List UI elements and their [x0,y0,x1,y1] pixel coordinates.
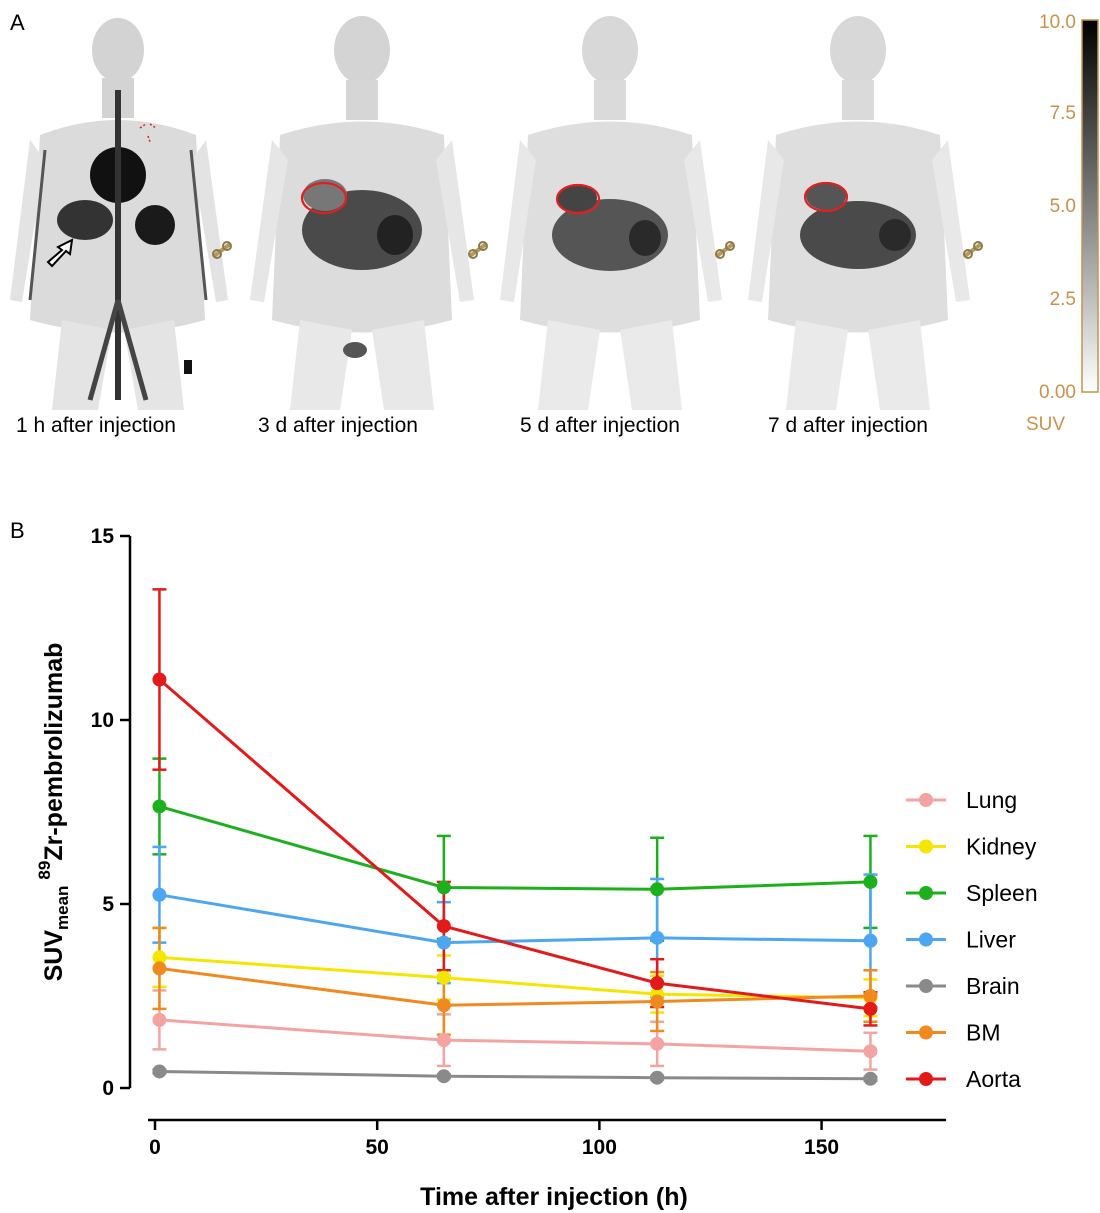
data-point-liver [436,935,451,950]
legend-marker [919,932,933,947]
link-icon [963,241,983,259]
panel-b-letter: B [10,518,25,543]
y-label-rest: Zr-pembrolizumab [40,643,68,861]
panel-a: A [10,10,1099,437]
data-point-liver [650,930,665,945]
data-point-lung [152,1012,167,1027]
series-line-spleen [159,805,871,891]
colorbar-tick: 0.00 [1039,382,1076,403]
link-icon [468,241,488,259]
data-point-spleen [152,799,167,814]
link-icon [715,241,735,259]
series-line-kidney [159,955,871,1000]
x-axis-label: Time after injection (h) [420,1183,688,1211]
legend-label: Kidney [966,834,1037,860]
colorbar-label: SUV [1026,414,1065,435]
y-tick-label: 15 [91,525,115,548]
image-caption: 1 h after injection [16,414,176,437]
data-point-kidney [152,950,167,965]
colorbar: 10.0 7.5 5.0 2.5 0.00 SUV [1026,12,1099,435]
legend: Lung Kidney Spleen Liver Brain BM Aorta [906,787,1038,1092]
data-point-brain [152,1064,167,1079]
colorbar-tick: 10.0 [1039,12,1076,33]
x-tick-label: 50 [366,1136,389,1159]
image-caption: 3 d after injection [258,414,418,437]
legend-label: Aorta [966,1066,1021,1092]
region-marker [555,183,601,215]
x-tick-label: 150 [804,1136,839,1159]
y-tick-label: 0 [102,1077,114,1100]
y-tick-label: 5 [102,893,114,916]
series-line-liver [159,893,871,945]
colorbar-tick: 2.5 [1050,289,1076,310]
data-point-aorta [152,672,167,687]
legend-label: Lung [966,787,1017,813]
data-point-brain [650,1070,665,1085]
y-axis-label: SUVmean 89Zr-pembrolizumab [35,643,72,982]
colorbar-gradient [1081,19,1099,393]
series-lines [158,678,871,1081]
colorbar-tick: 7.5 [1050,103,1076,124]
data-point-bm [863,989,878,1003]
series-line-bm [159,966,871,1007]
y-tick-label: 10 [91,709,114,732]
data-point-aorta [863,1001,878,1016]
legend-marker [919,1025,933,1040]
data-point-liver [863,933,878,948]
x-tick-label: 0 [149,1136,161,1159]
panel-a-letter: A [10,10,25,35]
legend-label: Liver [966,927,1016,953]
pet-image-3d: 3 d after injection [250,16,488,437]
series-line-aorta [158,678,871,1011]
legend-marker [919,839,933,854]
region-marker [803,181,849,213]
pet-image-5d: 5 d after injection [500,16,735,437]
legend-marker [919,886,933,900]
legend-label: Brain [966,973,1020,999]
image-caption: 7 d after injection [768,414,928,437]
data-point-spleen [863,874,878,889]
data-point-bm [436,998,451,1013]
data-point-lung [650,1036,665,1051]
data-point-aorta [436,919,451,934]
data-point-bm [152,961,167,976]
series-line-lung [159,1018,871,1053]
data-point-brain [863,1071,878,1086]
link-icon [212,241,232,259]
region-marker [300,181,348,215]
y-label-sub: mean [53,886,72,930]
y-label-sup: 89 [35,861,54,880]
legend-label: BM [966,1020,1001,1046]
x-tick-label: 100 [582,1136,617,1159]
arrow-icon [46,238,74,268]
data-point-aorta [650,976,665,991]
data-point-kidney [436,970,451,985]
colorbar-tick: 5.0 [1050,196,1076,217]
series-line-brain [159,1069,871,1081]
series-points [152,672,878,1086]
data-point-spleen [650,882,665,897]
legend-marker [919,1072,933,1086]
legend-label: Spleen [966,880,1038,906]
pet-image-7d: 7 d after injection [748,16,983,437]
y-label-base: SUV [40,930,68,982]
image-caption: 5 d after injection [520,414,680,437]
legend-marker [919,793,933,807]
data-point-lung [863,1044,878,1059]
data-point-brain [436,1069,451,1084]
data-point-lung [436,1033,451,1048]
pet-image-1h: 1 h after injection [10,18,232,437]
data-point-bm [650,994,665,1009]
data-point-liver [152,887,167,902]
data-point-spleen [436,880,451,895]
legend-marker [919,979,933,993]
